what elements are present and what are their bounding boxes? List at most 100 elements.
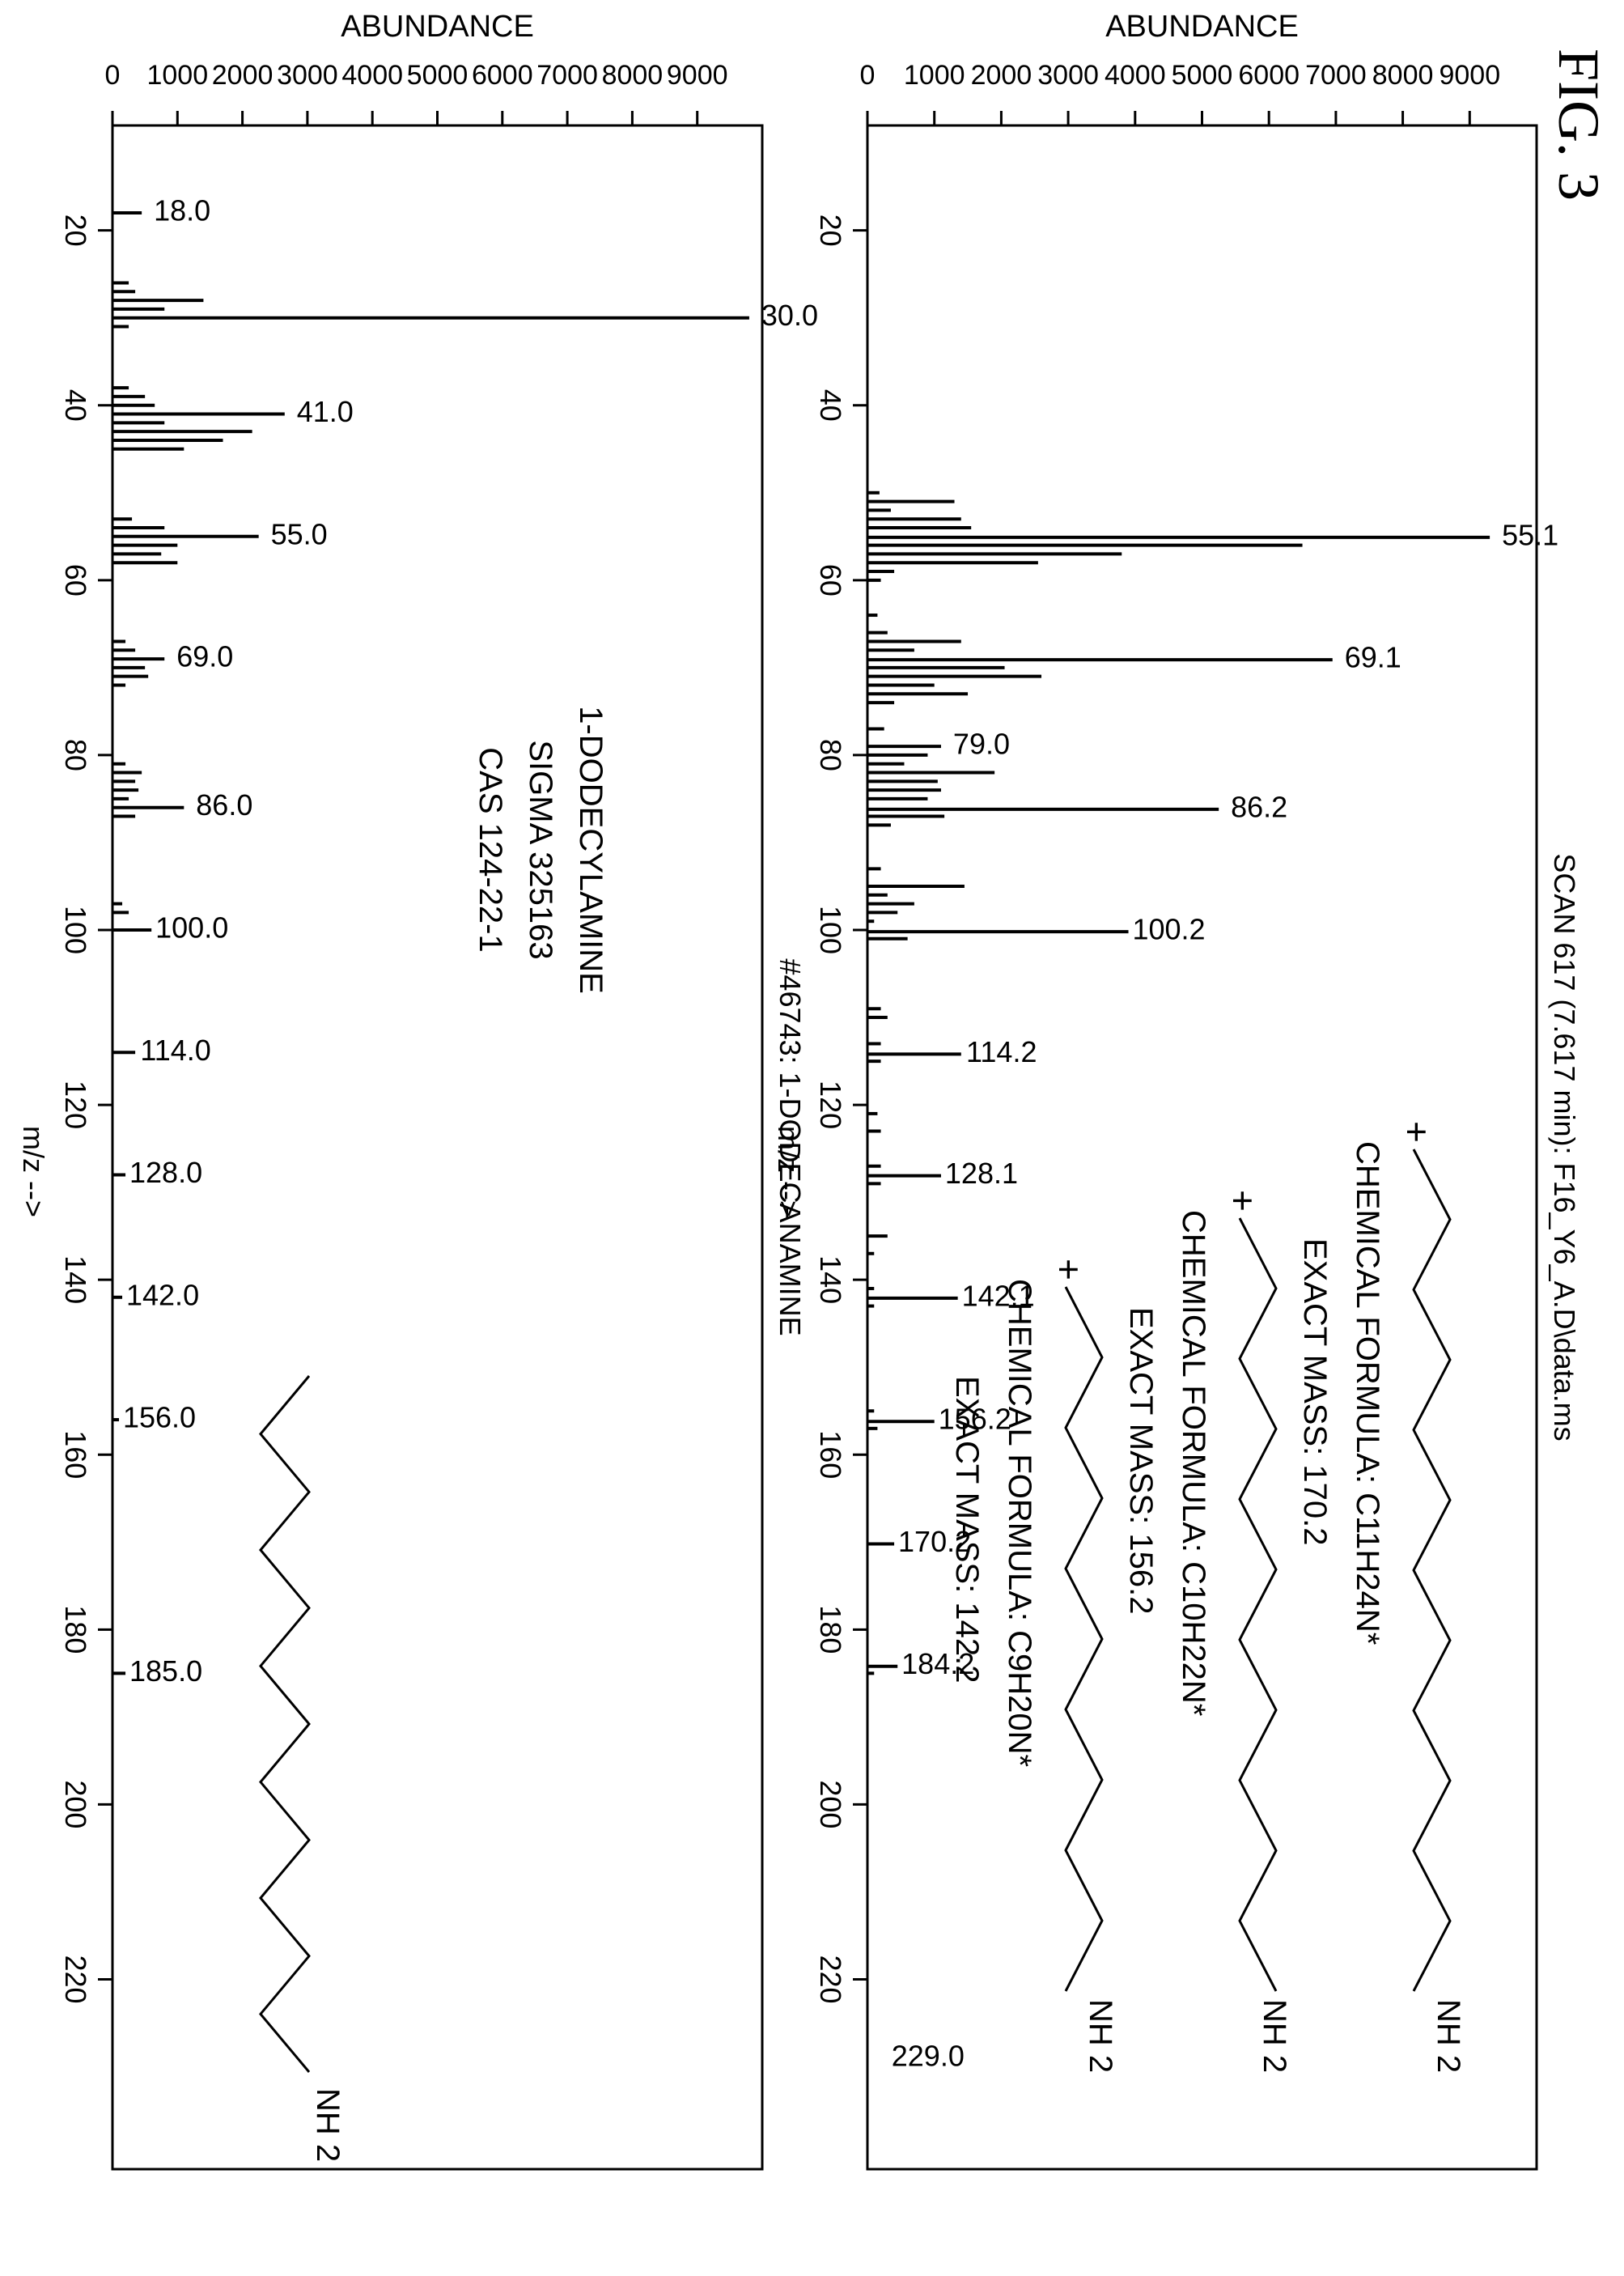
figure-label: FIG. 3 (1546, 49, 1611, 201)
y-tick-label: 1000 (146, 60, 208, 91)
amine-group-label: NH 2 (1431, 1999, 1466, 2073)
y-axis-label: ABUNDANCE (1105, 10, 1299, 44)
x-tick-label: 120 (59, 1081, 92, 1129)
y-tick-label: 2000 (212, 60, 273, 91)
peak-label: 114.2 (966, 1035, 1037, 1068)
chart-panel-1: SCAN 617 (7.617 min): F16_Y6_A.D\data.ms… (772, 10, 1581, 2171)
y-tick-label: 3000 (1037, 60, 1099, 91)
x-tick-label: 140 (59, 1255, 92, 1304)
y-tick-label: 0 (860, 60, 876, 91)
y-tick-label: 6000 (472, 60, 533, 91)
y-tick-label: 6000 (1238, 60, 1300, 91)
x-tick-label: 120 (814, 1081, 847, 1129)
y-tick-label: 2000 (971, 60, 1032, 91)
compound-info-line: SIGMA 325163 (523, 740, 558, 959)
x-tick-label: 60 (59, 564, 92, 597)
peak-label: 86.2 (1231, 790, 1287, 823)
peak-label: 69.1 (1345, 641, 1401, 674)
exact-mass: EXACT MASS: 156.2 (1123, 1307, 1159, 1614)
peak-label: 86.0 (196, 788, 252, 822)
x-tick-label: 20 (814, 214, 847, 247)
peak-label: 170.2 (898, 1525, 971, 1558)
x-tick-label: 160 (59, 1430, 92, 1479)
peak-label: 100.2 (1132, 913, 1205, 946)
chart-title: SCAN 617 (7.617 min): F16_Y6_A.D\data.ms (1548, 853, 1581, 1441)
peak-label: 128.0 (129, 1156, 202, 1189)
x-tick-label: 100 (59, 906, 92, 954)
y-tick-label: 3000 (277, 60, 338, 91)
x-tick-label: 80 (59, 739, 92, 771)
y-tick-label: 8000 (1372, 60, 1434, 91)
chemical-formula: CHEMICAL FORMULA: C11H24N* (1350, 1141, 1385, 1645)
x-tick-label: 220 (59, 1955, 92, 2003)
charge-label: + (1048, 1259, 1090, 1280)
peak-label: 185.0 (129, 1654, 202, 1688)
y-tick-label: 8000 (602, 60, 664, 91)
compound-info-line: 1-DODECYLAMINE (573, 706, 608, 994)
y-tick-label: 5000 (1172, 60, 1233, 91)
plot-frame (866, 124, 1538, 2171)
molecule-chain (1064, 1286, 1104, 1992)
x-axis-label: m/z --> (17, 1126, 50, 1217)
exact-mass: EXACT MASS: 170.2 (1297, 1238, 1333, 1545)
x-tick-label: 180 (814, 1605, 847, 1654)
peak-label: 142.1 (962, 1279, 1035, 1312)
x-tick-label: 100 (814, 906, 847, 954)
chemical-formula: CHEMICAL FORMULA: C10H22N* (1176, 1210, 1211, 1716)
peak-label: 156.0 (123, 1401, 196, 1434)
panel-1-annotations: + NH 2 CHEMICAL FORMULA: C11H24N* EXACT MAS… (949, 1121, 1466, 2073)
chart-panel-2: #46743: 1-DODECANAMINE 20 40 60 80 100 120 140 1… (17, 10, 818, 2171)
y-tick-label: 7000 (536, 60, 598, 91)
x-tick-label: 40 (814, 389, 847, 422)
x-tick-label: 200 (59, 1780, 92, 1828)
peak-label: 156.2 (939, 1403, 1011, 1436)
peak-label: 79.0 (953, 728, 1010, 761)
peak-label: 55.0 (271, 517, 328, 550)
x-tick-label: 40 (59, 389, 92, 422)
amine-group-label: NH 2 (310, 2088, 346, 2162)
molecule-chain (1412, 1149, 1452, 1992)
x-tick-label: 160 (814, 1430, 847, 1479)
molecule-chain (1238, 1217, 1278, 1992)
chemical-formula: CHEMICAL FORMULA: C9H20N* (1002, 1279, 1037, 1767)
x-tick-label: 140 (814, 1255, 847, 1304)
peak-label: 184.2 (901, 1647, 974, 1680)
compound-info-line: CAS 124-22-1 (473, 747, 508, 952)
y-tick-label: 9000 (1439, 60, 1500, 91)
x-tick-label: 200 (814, 1780, 847, 1828)
peak-label: 142.0 (126, 1278, 199, 1311)
y-tick-label: 5000 (407, 60, 469, 91)
y-tick-label: 4000 (341, 60, 403, 91)
molecule-chain (259, 1375, 311, 2073)
y-tick-label: 1000 (904, 60, 965, 91)
peak-label: 69.0 (176, 640, 233, 673)
y-axis-label: ABUNDANCE (341, 10, 534, 44)
peak-label: 128.1 (945, 1157, 1018, 1190)
x-tick-label: 220 (814, 1955, 847, 2003)
amine-group-label: NH 2 (1083, 1999, 1118, 2073)
y-tick-label: 7000 (1305, 60, 1367, 91)
chart-title: #46743: 1-DODECANAMINE (774, 958, 807, 1335)
y-tick-label: 0 (105, 60, 121, 91)
x-tick-label: 80 (814, 739, 847, 771)
y-tick-label: 4000 (1105, 60, 1166, 91)
peak-label: 41.0 (297, 395, 354, 428)
panel-2-annotations: NH 2 1-DODECYLAMINE SIGMA 325163 CAS 124-22… (259, 706, 608, 2162)
x-tick-label: 20 (59, 214, 92, 247)
x-tick-label: 180 (59, 1605, 92, 1654)
x-tick-label: 60 (814, 564, 847, 597)
peak-label: 30.0 (761, 299, 818, 332)
amine-group-label: NH 2 (1257, 1999, 1292, 2073)
peak-label: 100.0 (155, 911, 228, 945)
charge-label: + (1222, 1190, 1264, 1212)
charge-label: + (1396, 1121, 1438, 1143)
peak-label: 18.0 (154, 194, 210, 227)
peak-label: 114.0 (140, 1034, 210, 1067)
peak-label: 229.0 (892, 2039, 965, 2072)
x-axis-label: m/z --> (772, 1126, 805, 1217)
y-tick-label: 9000 (667, 60, 728, 91)
exact-mass: EXACT MASS: 142.2 (949, 1376, 985, 1683)
